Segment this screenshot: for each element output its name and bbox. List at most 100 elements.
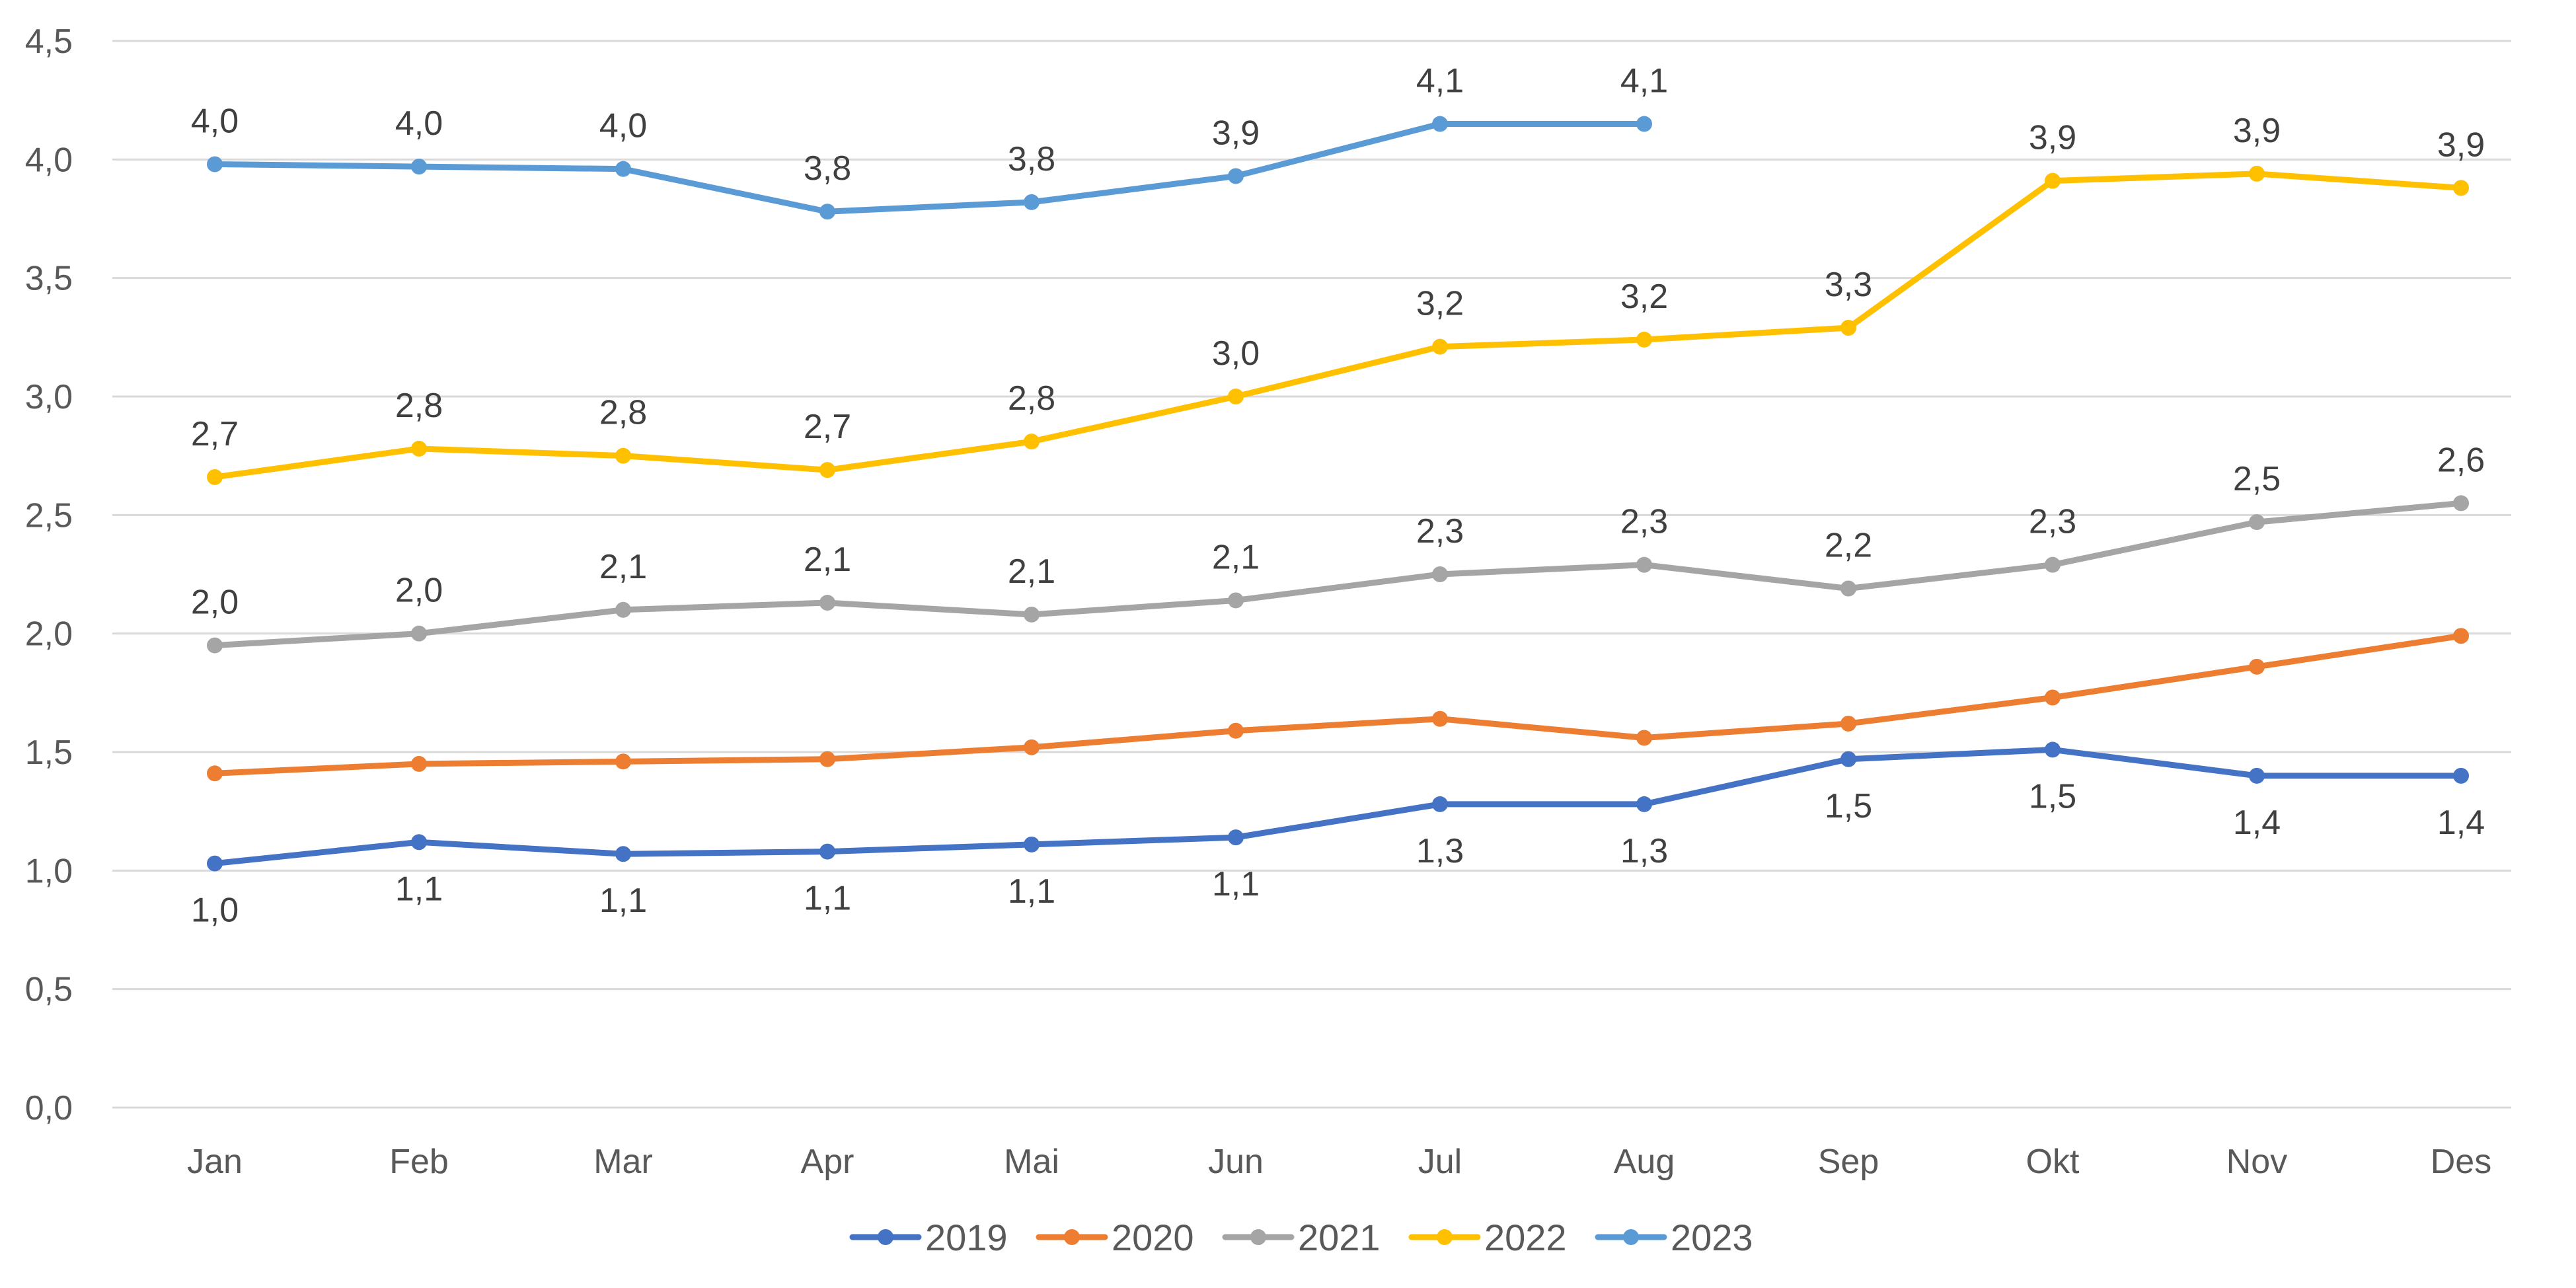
legend-label: 2021 [1298,1217,1381,1258]
data-point [1432,566,1448,582]
legend-swatch-marker [1064,1229,1080,1245]
y-axis-tick-labels: 0,0 0,5 1,0 1,5 2,0 2,5 3,0 3,5 4,0 4,5 [25,22,73,1127]
data-label: 3,0 [1212,334,1260,373]
data-point [2249,514,2265,531]
x-tick-label: Jun [1208,1143,1264,1181]
data-label: 2,1 [599,548,647,586]
data-point [1228,592,1244,609]
data-point [819,843,835,860]
data-point [2045,556,2061,573]
data-label: 3,3 [1825,266,1872,304]
data-point [207,156,223,172]
x-tick-label: Mai [1004,1143,1059,1181]
y-tick-label: 4,0 [25,141,73,179]
data-point [207,637,223,654]
x-tick-label: Jan [187,1143,243,1181]
legend-swatch-marker [878,1229,893,1245]
data-point [2453,628,2469,644]
data-point [1840,580,1856,597]
data-label: 2,6 [2437,441,2485,479]
data-point [1228,389,1244,404]
data-point [2249,165,2265,182]
series-lines [207,116,2469,872]
data-label: 1,5 [2029,777,2076,815]
data-point [819,204,835,220]
data-label: 1,3 [1620,832,1668,870]
data-point [411,440,427,457]
data-point [411,159,427,175]
legend-label: 2019 [925,1217,1008,1258]
data-point [1228,168,1244,184]
data-label: 1,4 [2233,804,2281,842]
data-label: 1,0 [191,891,239,930]
data-point [1636,730,1652,746]
x-tick-label: Feb [389,1143,449,1181]
x-tick-label: Mar [593,1143,653,1181]
data-point [207,469,223,485]
data-label: 3,9 [2029,119,2076,157]
data-point [207,855,223,872]
data-label: 3,2 [1620,278,1668,316]
data-point [819,595,835,611]
data-label: 4,0 [599,107,647,145]
data-label: 2,8 [395,387,443,425]
legend-label: 2023 [1671,1217,1753,1258]
data-point [411,625,427,642]
data-point [615,601,631,618]
data-point [2249,767,2265,784]
x-tick-label: Nov [2226,1143,2287,1181]
data-label: 1,5 [1825,787,1872,825]
y-tick-label: 3,5 [25,260,73,298]
y-tick-label: 0,5 [25,971,73,1009]
data-point [1228,722,1244,739]
x-tick-label: Okt [2026,1143,2080,1181]
x-axis-tick-labels: Jan Feb Mar Apr Mai Jun Jul Aug Sep Okt Nov Des [187,1143,2491,1181]
data-label: 2,1 [1212,538,1260,576]
data-point [615,161,631,177]
data-label: 3,9 [2233,112,2281,150]
data-label: 2,8 [1008,379,1055,418]
data-label: 2,1 [1008,552,1055,591]
data-point [411,834,427,851]
data-label: 4,1 [1416,62,1464,100]
data-label: 4,1 [1620,62,1668,100]
y-tick-label: 1,0 [25,852,73,890]
y-tick-label: 3,0 [25,378,73,416]
data-label: 1,1 [599,882,647,920]
data-label: 2,8 [599,394,647,432]
legend-item-2023: 2023 [1595,1217,1753,1258]
legend-item-2021: 2021 [1222,1217,1381,1258]
data-label: 2,7 [804,408,851,446]
series-line-2023 [211,121,1648,215]
data-point [1024,606,1040,623]
data-point [819,751,835,767]
data-point [2045,689,2061,706]
data-label: 3,8 [1008,140,1055,178]
data-point [411,755,427,772]
data-label: 4,0 [191,102,239,141]
x-tick-label: Aug [1614,1143,1675,1181]
legend-swatch-marker [1437,1229,1453,1245]
series-2023 [207,116,1652,220]
data-label: 4,0 [395,104,443,143]
data-point [2045,741,2061,758]
data-label: 3,8 [804,149,851,188]
data-point [615,447,631,464]
data-label: 2,2 [1825,527,1872,565]
data-label: 2,3 [1416,512,1464,550]
series-2019 [207,741,2469,872]
data-point [1432,338,1448,355]
data-point [615,846,631,862]
x-tick-label: Jul [1418,1143,1462,1181]
data-label: 1,1 [395,870,443,908]
data-label: 2,5 [2233,460,2281,498]
data-point [2249,658,2265,675]
data-label: 3,9 [1212,114,1260,152]
legend-item-2020: 2020 [1036,1217,1194,1258]
y-tick-label: 0,0 [25,1089,73,1127]
data-point [2453,495,2469,511]
data-point [1432,116,1448,132]
series-line-2019 [211,746,2464,867]
data-point [2453,767,2469,784]
